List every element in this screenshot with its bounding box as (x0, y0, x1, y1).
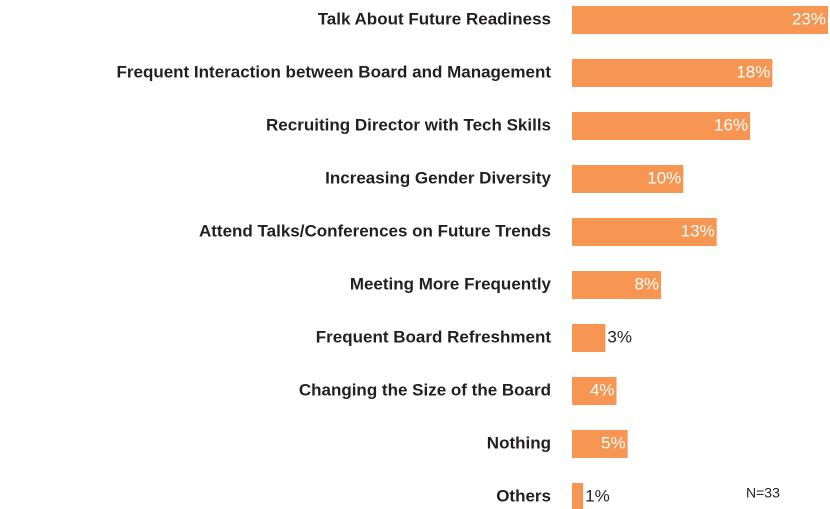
bar (572, 59, 773, 87)
category-label: Nothing (487, 433, 551, 452)
value-label: 5% (601, 433, 626, 452)
bar (572, 377, 617, 405)
category-label: Attend Talks/Conferences on Future Trend… (199, 221, 551, 240)
value-label: 4% (590, 380, 615, 399)
category-label: Frequent Interaction between Board and M… (116, 62, 551, 81)
bar (572, 483, 584, 509)
value-label: 13% (681, 221, 715, 240)
bar (572, 324, 606, 352)
category-label: Recruiting Director with Tech Skills (266, 115, 551, 134)
category-label: Changing the Size of the Board (299, 380, 551, 399)
bar (572, 218, 717, 246)
value-label: 1% (585, 486, 610, 505)
category-label: Talk About Future Readiness (318, 9, 551, 28)
value-label: 3% (607, 327, 632, 346)
value-label: 16% (714, 115, 748, 134)
bar (572, 430, 628, 458)
bar (572, 271, 662, 299)
category-label: Increasing Gender Diversity (325, 168, 551, 187)
value-label: 8% (634, 274, 659, 293)
bar (572, 165, 684, 193)
value-label: 10% (647, 168, 681, 187)
value-label: 18% (736, 62, 770, 81)
bar (572, 112, 751, 140)
category-label: Others (496, 486, 551, 505)
category-label: Frequent Board Refreshment (316, 327, 552, 346)
bar (572, 6, 828, 34)
value-label: 23% (792, 9, 826, 28)
category-label: Meeting More Frequently (350, 274, 552, 293)
sample-size-note: N=33 (746, 485, 780, 501)
